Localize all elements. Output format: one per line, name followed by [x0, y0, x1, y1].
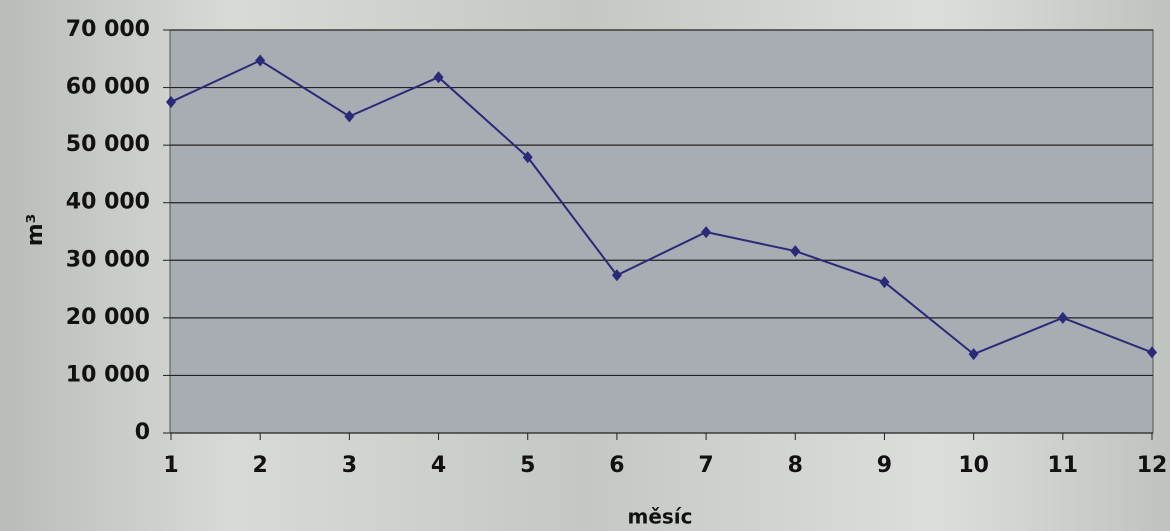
data-point	[255, 54, 266, 67]
x-tick-label: 11	[1048, 453, 1079, 478]
y-tick-label: 10 000	[66, 362, 150, 387]
data-point	[344, 110, 355, 123]
data-point	[701, 226, 712, 239]
plot-area	[169, 29, 1154, 434]
data-point	[968, 348, 979, 361]
data-point	[611, 269, 622, 282]
x-tick-label: 5	[520, 453, 535, 478]
x-tick-label: 8	[788, 453, 803, 478]
y-tick-label: 70 000	[66, 17, 150, 42]
y-tick-label: 20 000	[66, 305, 150, 330]
y-axis-label: m³	[23, 214, 48, 247]
x-tick-label: 3	[342, 453, 357, 478]
y-tick-label: 40 000	[66, 190, 150, 215]
x-tick-label: 6	[609, 453, 624, 478]
data-line	[170, 59, 1153, 356]
y-tick-label: 0	[135, 420, 150, 445]
data-point	[879, 276, 890, 289]
y-tick-label: 30 000	[66, 247, 150, 272]
x-tick-label: 10	[958, 453, 989, 478]
data-point	[166, 95, 176, 108]
x-tick-label: 12	[1137, 453, 1168, 478]
data-point	[1057, 311, 1068, 324]
x-tick-label: 1	[163, 453, 178, 478]
data-point	[1147, 346, 1157, 359]
data-point	[522, 151, 533, 164]
y-tick-label: 60 000	[66, 75, 150, 100]
data-point	[790, 245, 801, 258]
x-tick-label: 7	[698, 453, 713, 478]
y-tick-label: 50 000	[66, 132, 150, 157]
x-axis-label: měsíc	[627, 505, 692, 529]
x-tick-label: 2	[253, 453, 268, 478]
x-tick-label: 4	[431, 453, 446, 478]
x-tick-label: 9	[877, 453, 892, 478]
data-point	[433, 71, 444, 84]
